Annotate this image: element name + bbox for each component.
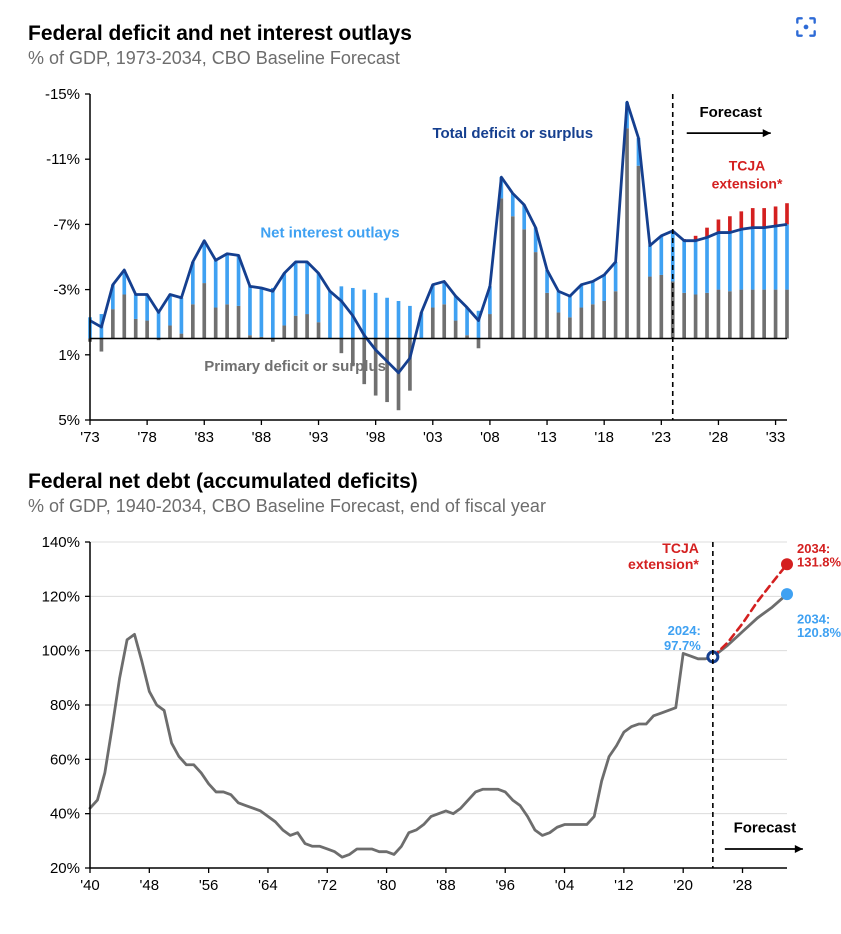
svg-text:'73: '73 — [80, 429, 100, 446]
svg-text:131.8%: 131.8% — [797, 554, 841, 569]
svg-text:'83: '83 — [194, 429, 214, 446]
svg-text:-15%: -15% — [45, 86, 80, 103]
svg-text:100%: 100% — [42, 643, 80, 660]
svg-text:'96: '96 — [495, 877, 515, 894]
svg-text:'04: '04 — [555, 877, 575, 894]
svg-text:Net interest outlays: Net interest outlays — [260, 224, 399, 241]
deficit-chart-title: Federal deficit and net interest outlays — [28, 22, 801, 46]
svg-text:-11%: -11% — [46, 151, 80, 168]
svg-text:'93: '93 — [309, 429, 329, 446]
svg-text:'28: '28 — [709, 429, 729, 446]
svg-text:Forecast: Forecast — [699, 104, 762, 121]
debt-plot-area: 20%40%60%80%100%120%140%'40'48'56'64'72'… — [86, 536, 791, 872]
svg-text:120.8%: 120.8% — [797, 625, 841, 640]
svg-text:'72: '72 — [317, 877, 337, 894]
svg-text:TCJA: TCJA — [729, 158, 766, 174]
debt-chart-subtitle: % of GDP, 1940-2034, CBO Baseline Foreca… — [28, 496, 801, 517]
deficit-plot-area: -15%-11%-7%-3%1%5%'73'78'83'88'93'98'03'… — [86, 88, 791, 424]
svg-text:Forecast: Forecast — [734, 820, 797, 837]
svg-text:'23: '23 — [652, 429, 672, 446]
svg-text:'12: '12 — [614, 877, 634, 894]
svg-text:120%: 120% — [42, 588, 80, 605]
svg-text:'48: '48 — [140, 877, 160, 894]
svg-text:'33: '33 — [766, 429, 786, 446]
svg-text:20%: 20% — [50, 860, 80, 877]
svg-text:'03: '03 — [423, 429, 443, 446]
svg-text:'20: '20 — [673, 877, 693, 894]
svg-text:'64: '64 — [258, 877, 278, 894]
svg-text:'13: '13 — [537, 429, 557, 446]
svg-text:80%: 80% — [50, 697, 80, 714]
svg-text:Total deficit or surplus: Total deficit or surplus — [432, 125, 593, 142]
deficit-chart-panel: Federal deficit and net interest outlays… — [28, 22, 801, 452]
svg-text:TCJA: TCJA — [662, 540, 699, 556]
debt-chart-panel: Federal net debt (accumulated deficits) … — [28, 470, 801, 900]
svg-text:5%: 5% — [58, 412, 80, 429]
svg-text:extension*: extension* — [712, 176, 783, 192]
svg-text:97.7%: 97.7% — [664, 638, 701, 653]
svg-text:'88: '88 — [252, 429, 272, 446]
svg-text:'98: '98 — [366, 429, 386, 446]
svg-text:2024:: 2024: — [668, 623, 701, 638]
svg-text:'78: '78 — [137, 429, 157, 446]
svg-text:-7%: -7% — [53, 216, 80, 233]
svg-text:1%: 1% — [58, 347, 80, 364]
svg-text:40%: 40% — [50, 806, 80, 823]
svg-text:'88: '88 — [436, 877, 456, 894]
deficit-chart-subtitle: % of GDP, 1973-2034, CBO Baseline Foreca… — [28, 48, 801, 69]
svg-text:60%: 60% — [50, 751, 80, 768]
svg-text:'40: '40 — [80, 877, 100, 894]
svg-text:-3%: -3% — [53, 282, 80, 299]
page-root: Federal deficit and net interest outlays… — [0, 0, 841, 934]
svg-text:'80: '80 — [377, 877, 397, 894]
svg-text:140%: 140% — [42, 534, 80, 551]
svg-text:'18: '18 — [594, 429, 614, 446]
svg-text:Primary deficit or surplus: Primary deficit or surplus — [204, 358, 386, 375]
debt-chart-title: Federal net debt (accumulated deficits) — [28, 470, 801, 494]
svg-text:extension*: extension* — [628, 556, 699, 572]
svg-text:'28: '28 — [733, 877, 753, 894]
svg-text:'08: '08 — [480, 429, 500, 446]
svg-text:'56: '56 — [199, 877, 219, 894]
